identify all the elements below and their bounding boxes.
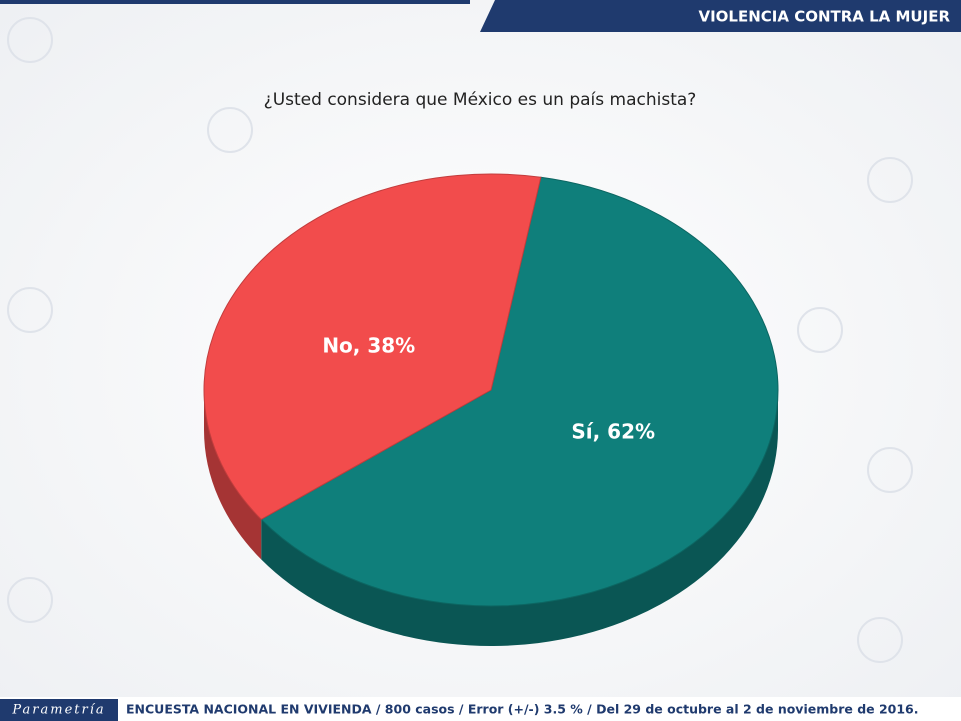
data-label: No, 38% — [322, 333, 415, 357]
watermark — [7, 17, 913, 663]
footer-note: ENCUESTA NACIONAL EN VIVIENDA / 800 caso… — [126, 702, 919, 717]
data-label: Sí, 62% — [571, 420, 655, 444]
slice — [203, 173, 542, 521]
header-bar — [480, 0, 961, 32]
header-title: VIOLENCIA CONTRA LA MUJER — [698, 8, 950, 26]
slice-side — [204, 390, 262, 560]
slice-side — [261, 390, 779, 647]
brand-box — [0, 699, 118, 721]
brand: Parametría — [11, 703, 105, 718]
chart-title: ¿Usted considera que México es un país m… — [264, 90, 697, 110]
pie: Sí, 62% No, 38% — [203, 173, 779, 647]
slice — [260, 176, 779, 607]
footer-bar — [0, 697, 961, 721]
top-strip — [0, 0, 470, 4]
